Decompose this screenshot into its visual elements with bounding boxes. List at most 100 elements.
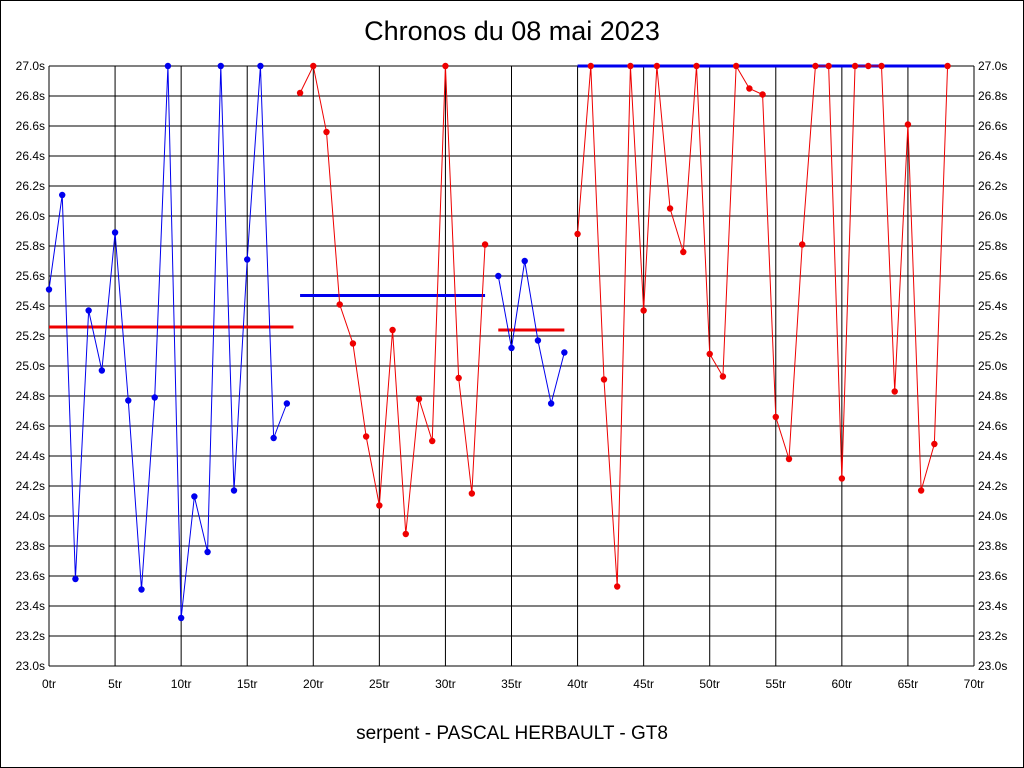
data-point bbox=[680, 248, 687, 256]
x-tick-label: 15tr bbox=[237, 677, 258, 691]
data-point bbox=[349, 340, 357, 347]
y-tick-label-left: 24.6s bbox=[16, 419, 45, 433]
data-point bbox=[600, 376, 608, 383]
data-point bbox=[759, 91, 766, 98]
y-tick-label-right: 25.4s bbox=[978, 299, 1007, 313]
data-point bbox=[164, 62, 172, 70]
y-tick-label-left: 27.0s bbox=[16, 59, 45, 73]
data-point bbox=[719, 373, 727, 380]
data-point bbox=[772, 413, 779, 421]
data-point bbox=[429, 437, 436, 445]
y-tick-label-left: 23.2s bbox=[16, 629, 45, 643]
y-tick-label-right: 23.6s bbox=[978, 569, 1007, 583]
y-tick-label-right: 23.2s bbox=[978, 629, 1007, 643]
data-point bbox=[85, 307, 92, 314]
y-tick-label-left: 25.4s bbox=[16, 299, 45, 313]
data-point bbox=[45, 286, 53, 293]
data-point bbox=[415, 395, 423, 403]
data-point bbox=[666, 205, 674, 212]
y-tick-label-right: 24.8s bbox=[978, 389, 1007, 403]
y-tick-label-left: 26.4s bbox=[16, 149, 45, 163]
data-point bbox=[706, 350, 713, 358]
data-point bbox=[732, 62, 740, 70]
data-point bbox=[389, 326, 396, 334]
data-point bbox=[442, 62, 449, 70]
data-point bbox=[125, 397, 132, 404]
y-tick-label-left: 25.8s bbox=[16, 239, 45, 253]
data-point bbox=[640, 307, 647, 314]
x-tick-label: 65tr bbox=[898, 677, 919, 691]
x-tick-label: 35tr bbox=[501, 677, 522, 691]
data-point bbox=[296, 89, 304, 97]
data-point bbox=[561, 349, 568, 356]
data-point bbox=[468, 490, 476, 497]
y-tick-label-left: 25.6s bbox=[16, 269, 45, 283]
data-point bbox=[283, 400, 291, 407]
data-point bbox=[244, 256, 251, 263]
y-tick-label-left: 26.2s bbox=[16, 179, 45, 193]
y-tick-label-right: 25.2s bbox=[978, 329, 1007, 343]
data-point bbox=[812, 62, 819, 70]
y-tick-label-right: 24.2s bbox=[978, 479, 1007, 493]
y-tick-label-left: 24.8s bbox=[16, 389, 45, 403]
y-tick-label-right: 23.0s bbox=[978, 659, 1007, 673]
y-tick-label-left: 26.6s bbox=[16, 119, 45, 133]
chart-caption: serpent - PASCAL HERBAULT - GT8 bbox=[356, 723, 668, 744]
x-tick-label: 70tr bbox=[964, 677, 985, 691]
data-point bbox=[904, 121, 912, 128]
data-point bbox=[944, 62, 951, 70]
y-tick-label-right: 25.6s bbox=[978, 269, 1007, 283]
x-tick-label: 0tr bbox=[42, 677, 56, 691]
data-point bbox=[177, 614, 185, 622]
data-point bbox=[362, 433, 370, 440]
data-point bbox=[138, 586, 145, 593]
y-tick-label-left: 24.0s bbox=[16, 509, 45, 523]
y-tick-label-right: 26.4s bbox=[978, 149, 1007, 163]
y-tick-label-right: 26.6s bbox=[978, 119, 1007, 133]
data-point bbox=[402, 530, 409, 538]
y-tick-label-right: 25.8s bbox=[978, 239, 1007, 253]
x-tick-label: 40tr bbox=[567, 677, 588, 691]
data-point bbox=[627, 62, 634, 70]
data-point bbox=[614, 583, 621, 590]
data-point bbox=[587, 62, 594, 70]
data-point bbox=[310, 62, 317, 70]
data-point bbox=[799, 241, 806, 248]
data-point bbox=[495, 272, 502, 280]
y-tick-label-left: 26.0s bbox=[16, 209, 45, 223]
x-tick-label: 10tr bbox=[171, 677, 192, 691]
data-point bbox=[851, 62, 859, 70]
data-point bbox=[785, 455, 793, 463]
data-point bbox=[481, 241, 489, 248]
y-tick-label-left: 23.0s bbox=[16, 659, 45, 673]
data-point bbox=[693, 62, 700, 70]
data-point bbox=[547, 400, 555, 407]
data-point bbox=[508, 344, 515, 352]
y-tick-label-right: 26.8s bbox=[978, 89, 1007, 103]
y-tick-label-left: 24.4s bbox=[16, 449, 45, 463]
x-tick-label: 20tr bbox=[303, 677, 324, 691]
data-point bbox=[917, 487, 925, 494]
y-tick-label-right: 23.4s bbox=[978, 599, 1007, 613]
data-point bbox=[217, 62, 224, 70]
data-point bbox=[878, 62, 885, 70]
data-point bbox=[230, 487, 238, 494]
x-tick-label: 60tr bbox=[832, 677, 853, 691]
data-point bbox=[825, 62, 832, 70]
y-tick-label-right: 24.0s bbox=[978, 509, 1007, 523]
data-point bbox=[653, 62, 661, 70]
y-tick-label-right: 27.0s bbox=[978, 59, 1007, 73]
data-point bbox=[534, 337, 542, 344]
data-point bbox=[98, 367, 106, 374]
data-point bbox=[521, 257, 528, 265]
y-tick-label-left: 23.6s bbox=[16, 569, 45, 583]
data-point bbox=[323, 128, 330, 136]
y-tick-label-right: 23.8s bbox=[978, 539, 1007, 553]
series-line bbox=[497, 260, 565, 404]
data-point bbox=[270, 434, 277, 442]
data-point bbox=[865, 62, 872, 70]
series-line bbox=[577, 64, 949, 587]
y-tick-label-left: 25.0s bbox=[16, 359, 45, 373]
data-point bbox=[111, 229, 119, 236]
series-line bbox=[299, 64, 486, 535]
